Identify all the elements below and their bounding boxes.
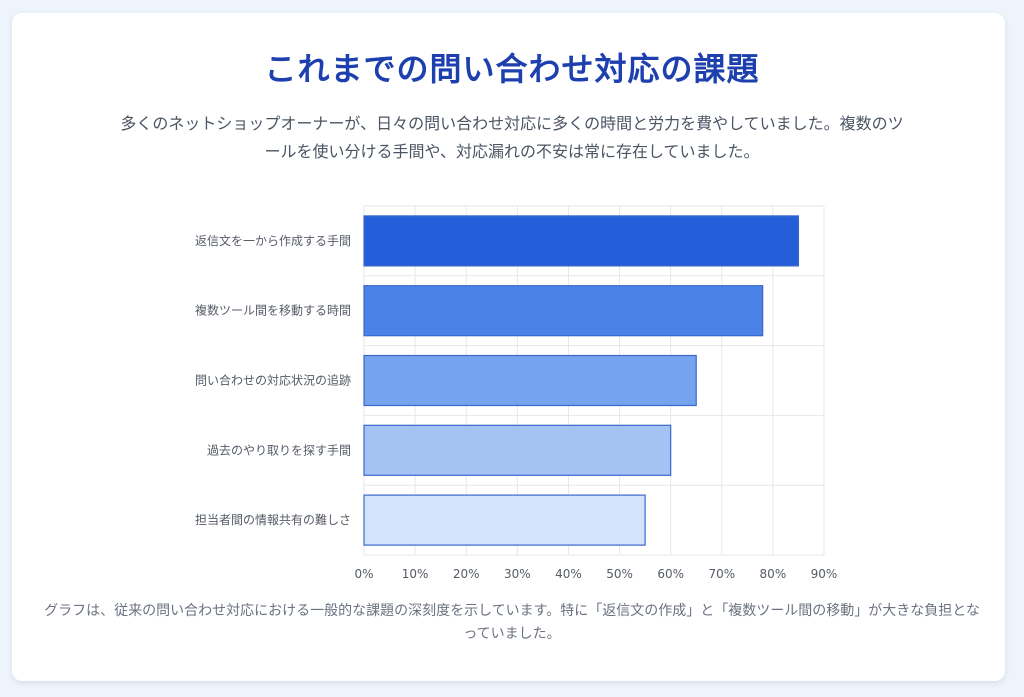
x-tick-label: 80% <box>760 567 787 581</box>
bar-2 <box>363 285 764 337</box>
challenge-bar-chart: 返信文を一から作成する手間複数ツール間を移動する時間問い合わせの対応状況の追跡過… <box>195 205 837 581</box>
x-tick-label: 0% <box>354 567 373 581</box>
category-label: 過去のやり取りを探す手間 <box>207 443 351 457</box>
category-label: 返信文を一から作成する手間 <box>195 233 351 248</box>
x-tick-label: 50% <box>606 567 633 581</box>
chart-caption: グラフは、従来の問い合わせ対応における一般的な課題の深刻度を示しています。特に「… <box>44 603 980 642</box>
x-tick-label: 60% <box>657 567 684 581</box>
category-label: 問い合わせの対応状況の追跡 <box>195 373 351 388</box>
chart-bars <box>363 215 800 546</box>
bar-3 <box>363 354 697 407</box>
chart-x-axis-ticks: 0% 10% 20% 30% 40% 50% 60% 70% 80% 90% <box>354 567 837 581</box>
category-label: 担当者間の情報共有の難しさ <box>195 512 351 527</box>
x-tick-label: 30% <box>504 567 531 581</box>
page-title: これまでの問い合わせ対応の課題 <box>264 50 760 88</box>
lead-paragraph: 多くのネットショップオーナーが、日々の問い合わせ対応に多くの時間と労力を費やして… <box>120 114 904 161</box>
x-tick-label: 70% <box>708 567 735 581</box>
category-label: 複数ツール間を移動する時間 <box>195 303 351 318</box>
chart-category-labels: 返信文を一から作成する手間複数ツール間を移動する時間問い合わせの対応状況の追跡過… <box>195 233 351 527</box>
bar-1 <box>363 215 800 267</box>
bar-5 <box>363 494 646 546</box>
x-tick-label: 90% <box>811 567 838 581</box>
x-tick-label: 20% <box>453 567 480 581</box>
bar-4 <box>363 424 672 476</box>
x-tick-label: 10% <box>402 567 429 581</box>
x-tick-label: 40% <box>555 567 582 581</box>
content-card <box>12 13 1005 681</box>
